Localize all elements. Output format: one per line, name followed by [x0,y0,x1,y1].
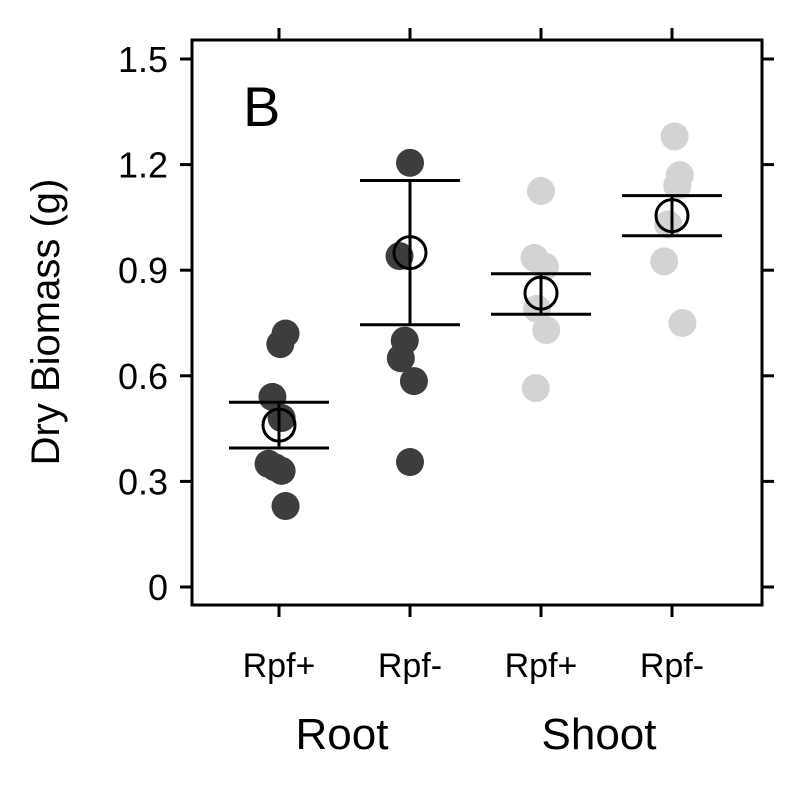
data-point [385,242,414,271]
error-bar [491,272,591,316]
x-tick-label: Rpf+ [243,647,316,685]
error-bar [622,194,722,238]
y-tick-label: 0 [148,567,168,608]
x-axis: Rpf+ Rpf- Rpf+ Rpf- [243,28,704,685]
data-points [254,122,697,521]
data-point [396,448,424,477]
group-label-root: Root [296,710,389,759]
y-tick-label: 1.2 [118,145,168,186]
data-point [399,367,428,396]
y-tick-label: 1.5 [118,39,168,80]
group-label-shoot: Shoot [542,710,657,759]
y-tick-label: 0.9 [118,250,168,291]
panel-label: B [243,75,280,138]
data-point [396,148,424,177]
data-point [663,171,692,200]
y-axis: 0 0.3 0.6 0.9 1.2 1.5 [118,39,774,608]
data-point [660,122,689,151]
error-bar [229,400,329,450]
error-bar [360,178,460,327]
data-point [261,453,290,482]
data-point [521,374,550,403]
plot-frame [190,38,764,607]
mean-marker [523,275,559,311]
x-tick-label: Rpf- [640,647,704,685]
data-point [668,309,697,337]
data-point [271,492,300,521]
data-point [527,177,555,205]
data-point [266,330,295,359]
data-point [532,316,561,345]
y-tick-label: 0.6 [118,356,168,397]
mean-marker [392,235,428,271]
data-point [386,344,415,373]
y-axis-label: Dry Biomass (g) [24,179,68,466]
x-tick-label: Rpf- [378,647,442,685]
mean-marker [261,407,297,443]
x-tick-label: Rpf+ [505,647,578,685]
mean-marker [654,198,690,234]
data-point [650,247,679,276]
y-tick-label: 0.3 [118,461,168,502]
error-bars [229,178,722,450]
